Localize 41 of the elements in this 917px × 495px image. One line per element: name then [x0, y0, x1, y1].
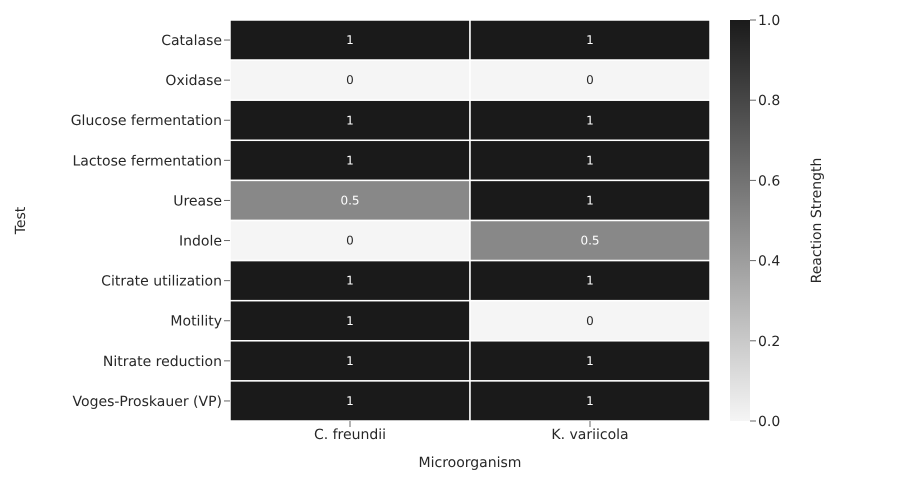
- y-tick-label: Oxidase: [165, 73, 222, 90]
- data-label: 0: [586, 73, 594, 88]
- data-label: 1: [586, 394, 594, 408]
- data-label: 1: [346, 33, 354, 48]
- y-tick-label: Catalase: [161, 33, 222, 50]
- y-tick-label: Voges-Proskauer (VP): [72, 394, 222, 410]
- data-label: 0.5: [580, 234, 600, 248]
- data-label: 1: [586, 354, 594, 368]
- data-label: 1: [586, 193, 594, 208]
- data-label: 1: [346, 354, 354, 368]
- y-tick-label: Indole: [179, 234, 222, 250]
- data-label: 1: [346, 153, 354, 168]
- y-tick-label: Citrate utilization: [101, 274, 222, 290]
- data-label: 1: [346, 113, 354, 128]
- x-tick-label: C. freundii: [314, 426, 386, 443]
- data-label: 1: [586, 113, 594, 128]
- data-label: 1: [586, 153, 594, 168]
- color-bar-label: 0.4: [758, 254, 780, 270]
- y-axis-title: Test: [12, 206, 29, 236]
- data-label: 0: [346, 73, 354, 88]
- data-label: 1: [346, 274, 354, 288]
- y-tick-label: Lactose fermentation: [72, 153, 222, 170]
- x-axis-title: Microorganism: [418, 455, 522, 471]
- x-tick-label: K. variicola: [551, 426, 629, 443]
- color-bar-title: Reaction Strength: [809, 158, 825, 284]
- y-tick-label: Nitrate reduction: [102, 354, 222, 370]
- color-bar-label: 1.0: [758, 12, 780, 29]
- color-bar-label: 0.0: [758, 414, 780, 430]
- color-bar-label: 0.8: [758, 93, 780, 110]
- data-label: 1: [586, 33, 594, 48]
- y-tick-label: Motility: [170, 314, 222, 330]
- y-tick-label: Urease: [173, 193, 222, 210]
- data-label: 1: [346, 394, 354, 408]
- data-label: 1: [586, 274, 594, 288]
- data-label: 1: [346, 314, 354, 328]
- data-label: 0: [346, 234, 354, 248]
- y-tick-label: Glucose fermentation: [70, 113, 222, 130]
- data-label: 0.5: [340, 193, 360, 208]
- color-bar-label: 0.6: [758, 173, 780, 190]
- color-bar-label: 0.2: [758, 334, 780, 350]
- data-label: 0: [586, 314, 594, 328]
